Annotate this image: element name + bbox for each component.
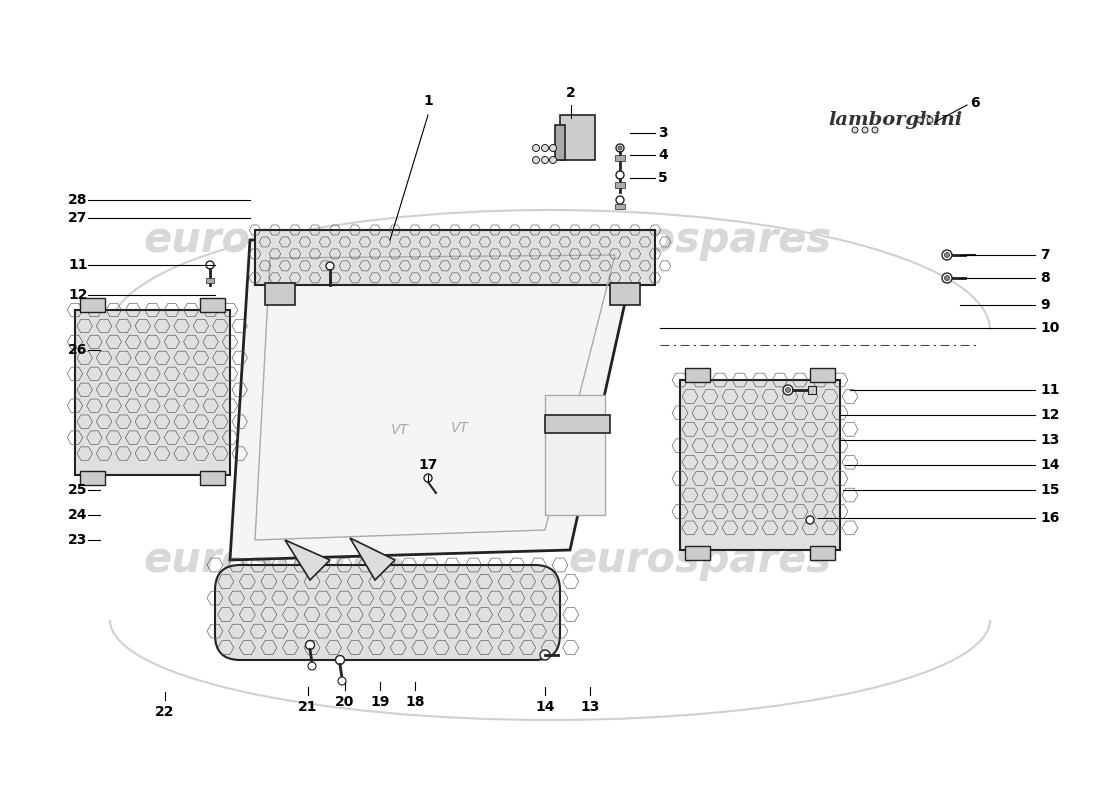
Circle shape (945, 253, 949, 258)
Text: 20: 20 (336, 695, 354, 709)
Circle shape (550, 157, 557, 163)
Bar (80, 298, 104, 312)
Polygon shape (285, 540, 330, 580)
Text: 13: 13 (581, 700, 600, 714)
Circle shape (783, 385, 793, 395)
Text: 6: 6 (970, 96, 980, 110)
Bar (610, 283, 640, 305)
Circle shape (206, 261, 214, 269)
Circle shape (862, 127, 868, 133)
Bar (680, 380, 840, 550)
Text: 15: 15 (1040, 483, 1059, 497)
Circle shape (785, 387, 791, 393)
Bar (75, 310, 230, 475)
Text: 23: 23 (68, 533, 87, 547)
Text: 13: 13 (1040, 433, 1059, 447)
Text: 25: 25 (68, 483, 88, 497)
Polygon shape (230, 235, 640, 560)
Bar (206, 278, 214, 283)
Bar (685, 546, 710, 560)
Text: VT: VT (390, 423, 409, 437)
Circle shape (541, 145, 549, 151)
Bar (544, 395, 605, 515)
Circle shape (306, 641, 315, 650)
Text: 3: 3 (658, 126, 668, 140)
Circle shape (917, 117, 923, 123)
Bar (265, 283, 295, 305)
Text: 28: 28 (68, 193, 88, 207)
Circle shape (532, 157, 539, 163)
Bar (615, 204, 625, 209)
Circle shape (618, 146, 621, 150)
Circle shape (424, 474, 432, 482)
Circle shape (336, 655, 344, 665)
Bar (560, 115, 595, 160)
Text: eurospares: eurospares (569, 219, 832, 261)
Text: 2: 2 (566, 86, 576, 100)
Text: 11: 11 (68, 258, 88, 272)
Circle shape (806, 516, 814, 524)
Text: 1: 1 (424, 94, 433, 108)
Bar (808, 386, 816, 394)
Text: 4: 4 (658, 148, 668, 162)
Text: 5: 5 (658, 171, 668, 185)
Bar (544, 415, 610, 433)
Text: VT: VT (451, 421, 469, 435)
Polygon shape (350, 538, 395, 580)
Circle shape (872, 127, 878, 133)
Bar (80, 471, 104, 485)
Text: 27: 27 (68, 211, 87, 225)
Bar (810, 368, 835, 382)
Bar (615, 182, 625, 188)
Text: eurospares: eurospares (143, 539, 407, 581)
Text: 8: 8 (1040, 271, 1049, 285)
Text: 9: 9 (1040, 298, 1049, 312)
Circle shape (942, 273, 952, 283)
Text: 18: 18 (405, 695, 425, 709)
Bar (200, 471, 225, 485)
Bar (615, 155, 625, 161)
Bar (810, 546, 835, 560)
Text: 21: 21 (298, 700, 318, 714)
Circle shape (550, 145, 557, 151)
Text: 11: 11 (1040, 383, 1059, 397)
Text: 12: 12 (68, 288, 88, 302)
Circle shape (945, 275, 949, 281)
Text: 22: 22 (155, 705, 175, 719)
Bar (200, 298, 225, 312)
Circle shape (541, 157, 549, 163)
Text: 17: 17 (418, 458, 438, 472)
Text: 12: 12 (1040, 408, 1059, 422)
Text: 14: 14 (1040, 458, 1059, 472)
FancyBboxPatch shape (214, 565, 560, 660)
Circle shape (852, 127, 858, 133)
Text: 19: 19 (371, 695, 389, 709)
Text: 7: 7 (1040, 248, 1049, 262)
Text: lamborghini: lamborghini (828, 111, 962, 129)
Text: eurospares: eurospares (143, 219, 407, 261)
Text: 24: 24 (68, 508, 88, 522)
Circle shape (616, 144, 624, 152)
Circle shape (942, 250, 952, 260)
Bar (685, 368, 710, 382)
Circle shape (540, 650, 550, 660)
Text: 14: 14 (536, 700, 554, 714)
Circle shape (927, 117, 933, 123)
Circle shape (308, 662, 316, 670)
Bar (255, 230, 654, 285)
Bar (556, 125, 565, 160)
Text: 16: 16 (1040, 511, 1059, 525)
Text: 10: 10 (1040, 321, 1059, 335)
Circle shape (616, 171, 624, 179)
Text: 26: 26 (68, 343, 87, 357)
Circle shape (616, 196, 624, 204)
Circle shape (338, 677, 346, 685)
Circle shape (326, 262, 334, 270)
Circle shape (532, 145, 539, 151)
Text: eurospares: eurospares (569, 539, 832, 581)
